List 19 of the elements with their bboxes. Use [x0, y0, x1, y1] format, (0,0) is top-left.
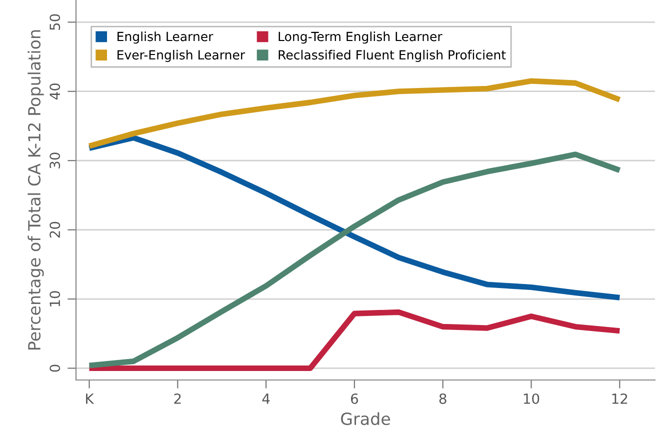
x-tick-label: K	[86, 394, 94, 404]
x-tick-label: 8	[439, 393, 446, 404]
x-tick-label: 2	[174, 393, 181, 404]
legend-label: Ever-English Learner	[118, 50, 246, 62]
y-tick-label: 50	[50, 14, 60, 30]
y-tick-label: 0	[50, 364, 60, 372]
x-axis-title: Grade	[341, 412, 390, 426]
y-tick-label: 20	[50, 222, 60, 238]
legend-label: Reclassified Fluent English Proficient	[278, 50, 506, 62]
y-axis-title: Percentage of Total CA K-12 Population	[28, 30, 44, 350]
y-tick-label: 40	[50, 83, 60, 100]
x-tick-label: 4	[262, 394, 270, 404]
y-tick-label: 10	[50, 291, 60, 306]
x-tick-label: 10	[524, 393, 540, 404]
legend-label: Long-Term English Learner	[278, 32, 442, 44]
y-tick-label: 30	[50, 152, 60, 168]
x-tick-label: 12	[612, 393, 628, 404]
x-tick-label: 6	[351, 393, 358, 404]
legend-label: English Learner	[118, 32, 214, 44]
